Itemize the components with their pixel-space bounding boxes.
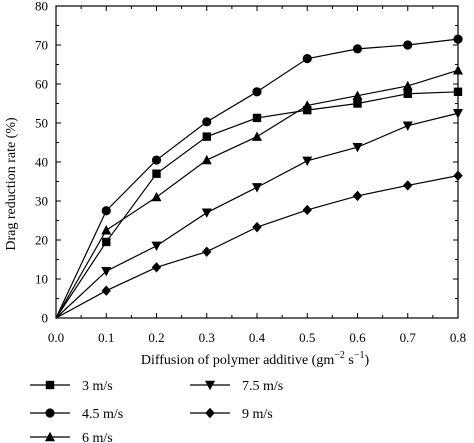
x-axis-title-main: Diffusion of polymer additive (gm [141,353,334,368]
y-tick-label: 0 [42,311,49,326]
data-point [252,113,262,123]
x-tick-label: 0.7 [400,330,417,345]
data-point [101,225,112,235]
series-5 [55,170,463,319]
data-point [303,105,312,115]
data-point [102,237,111,247]
data-point [302,204,312,216]
data-point [202,132,211,141]
y-axis-title: Drag reduction rate (%) [4,117,19,251]
legend-marker [205,380,215,391]
data-point [402,80,413,91]
data-point [152,169,161,178]
y-tick-label: 80 [35,0,48,14]
data-point [352,190,363,202]
legend: 3 m/s 4.5 m/s 6 m/s 7.5 m/s 9 m/s [30,379,283,443]
legend-item: 6 m/s [30,431,113,443]
series-line [55,112,459,319]
x-axis: 0.0 0.1 0.2 0.3 0.4 0.5 0.6 0.7 0.8 [48,6,466,345]
x-tick-label: 0.0 [48,330,64,345]
data-point [302,156,313,167]
data-point [151,191,162,202]
data-point [201,154,212,165]
data-point [453,170,463,181]
data-point [151,262,162,273]
legend-label: 6 m/s [82,431,113,443]
data-point [202,117,212,127]
y-tick-label: 50 [35,116,48,131]
x-tick-label: 0.2 [148,330,164,345]
data-point [403,89,412,98]
data-point [101,206,111,216]
data-point [453,109,463,119]
data-point [151,155,162,165]
y-tick-label: 20 [35,233,48,248]
data-point [402,121,413,131]
series-4 [55,109,463,319]
data-point [252,221,262,233]
y-axis: 0 10 20 30 40 50 60 70 80 [35,0,458,326]
y-tick-label: 10 [35,272,48,287]
legend-label: 4.5 m/s [82,407,123,422]
x-axis-title-end: ) [364,353,369,368]
x-tick-label: 0.6 [349,330,366,345]
series-2 [55,34,463,319]
data-point [453,65,463,75]
y-tick-label: 40 [35,155,48,170]
x-axis-title-sup1: −2 [334,350,345,361]
data-point [202,246,212,257]
plot-border [55,5,459,319]
data-point [302,100,313,110]
x-tick-label: 0.4 [249,330,266,345]
data-point [453,34,463,44]
data-point [252,87,262,97]
data-point [352,44,363,54]
legend-label: 3 m/s [82,379,113,394]
series-line [55,91,459,319]
data-point [302,54,312,64]
data-point [403,40,413,50]
series-3 [55,65,463,319]
data-point [151,241,162,252]
data-point [101,285,111,296]
x-tick-label: 0.1 [98,330,114,345]
data-point [403,180,413,191]
x-tick-label: 0.8 [450,330,466,345]
x-tick-label: 0.3 [199,330,215,345]
legend-label: 9 m/s [242,407,273,422]
data-point [201,208,212,218]
legend-item: 4.5 m/s [30,407,123,422]
legend-label: 7.5 m/s [242,379,283,394]
y-tick-label: 70 [35,38,48,53]
data-point [101,267,112,277]
data-point [353,99,362,108]
data-point [352,90,363,100]
series-line [55,175,459,319]
legend-marker [45,380,55,390]
data-point [252,183,262,193]
data-point [252,131,262,141]
plot-frame [55,5,459,319]
legend-marker [45,408,55,418]
data-point [352,142,363,153]
legend-marker [205,407,215,419]
data-point [453,87,463,96]
series-line [55,38,459,319]
series-1 [55,87,463,319]
x-axis-title: Diffusion of polymer additive (gm−2 s−1) [141,350,370,368]
legend-item: 7.5 m/s [190,379,283,394]
y-tick-label: 60 [35,77,48,92]
legend-marker [45,431,55,442]
x-axis-title-mid: s [345,353,354,368]
x-tick-label: 0.5 [299,330,315,345]
legend-item: 9 m/s [190,407,273,422]
x-axis-title-sup2: −1 [354,350,365,361]
y-tick-label: 30 [35,194,48,209]
series-layer [55,34,463,319]
legend-item: 3 m/s [30,379,113,394]
series-line [55,69,459,319]
